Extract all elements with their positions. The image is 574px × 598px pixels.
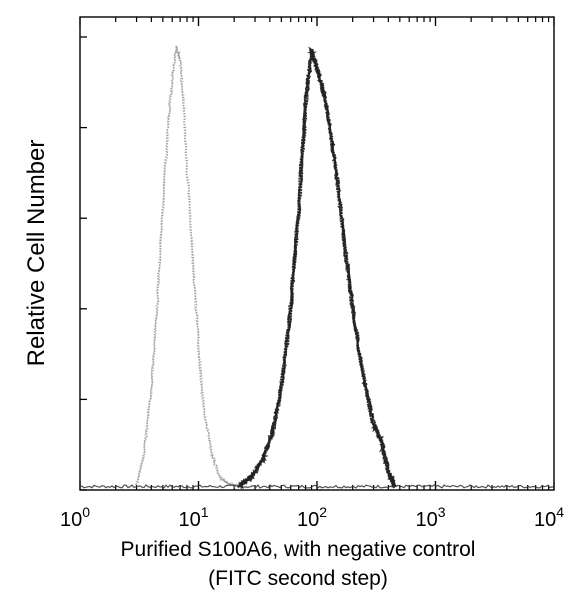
histogram-light-gray-stipple [134, 45, 241, 490]
x-axis-ticks [79, 17, 555, 490]
series-line-1-layer-0 [237, 49, 396, 489]
x-tick-label-0: 100 [60, 504, 90, 531]
x-tick-label-2: 102 [297, 504, 327, 531]
histogram-dark-stipple [237, 46, 397, 490]
baseline-trace [79, 484, 555, 489]
x-axis-tick-labels: 100 101 102 103 104 [60, 504, 564, 531]
series-line-0-layer-2 [134, 45, 241, 490]
plot-frame [79, 16, 555, 491]
series-line-1-layer-5 [238, 51, 396, 489]
x-axis-label-line1: Purified S100A6, with negative control [121, 538, 476, 561]
x-tick-label-1: 101 [178, 504, 208, 531]
series-line-0-layer-1 [135, 45, 241, 487]
x-axis-label-line2: (FITC second step) [208, 567, 388, 590]
y-axis-label: Relative Cell Number [23, 140, 50, 367]
baseline-noise [79, 484, 555, 489]
histogram-series [79, 45, 555, 490]
series-line-0-layer-0 [135, 45, 240, 488]
x-tick-label-3: 103 [415, 504, 445, 531]
x-tick-label-4: 104 [534, 504, 564, 531]
y-axis-ticks [80, 36, 87, 491]
